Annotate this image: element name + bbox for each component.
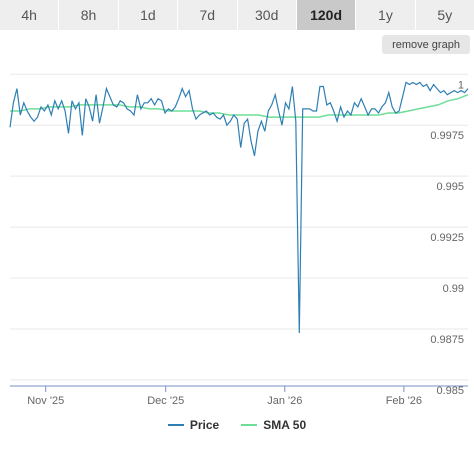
tab-8h[interactable]: 8h [59,0,119,30]
time-range-tabs: 4h 8h 1d 7d 30d 120d 1y 5y [0,0,474,30]
tab-7d[interactable]: 7d [178,0,238,30]
x-tick-label: Jan '26 [267,395,302,407]
chart-legend: Price SMA 50 [0,418,474,432]
y-tick-label: 0.9975 [430,130,464,142]
price-chart: 1 0.9975 0.995 0.9925 0.99 0.9875 0.985 Nov '25… [9,73,469,407]
y-tick-label: 0.985 [436,385,464,397]
remove-graph-button[interactable]: remove graph [382,35,470,54]
legend-item-sma[interactable]: SMA 50 [241,418,306,432]
y-tick-label: 0.9875 [430,334,464,346]
sma-swatch [241,424,258,426]
x-tick-label: Feb '26 [386,395,422,407]
x-tick-label: Nov '25 [27,395,64,407]
price-line [9,81,469,334]
tab-4h[interactable]: 4h [0,0,60,30]
tab-5y[interactable]: 5y [415,0,474,30]
sma-50-line [10,94,469,118]
tab-1y[interactable]: 1y [356,0,416,30]
legend-label-sma: SMA 50 [263,418,307,432]
y-tick-label: 0.9925 [430,232,464,244]
legend-label-price: Price [189,418,220,432]
x-tick-label: Dec '25 [147,395,184,407]
y-tick-label: 1 [458,79,464,91]
tab-120d[interactable]: 120d [296,0,357,30]
tab-1d[interactable]: 1d [118,0,179,30]
tab-30d[interactable]: 30d [237,0,297,30]
price-swatch [167,424,184,426]
legend-item-price[interactable]: Price [167,418,220,432]
y-tick-label: 0.99 [443,283,464,295]
y-tick-label: 0.995 [436,181,464,193]
